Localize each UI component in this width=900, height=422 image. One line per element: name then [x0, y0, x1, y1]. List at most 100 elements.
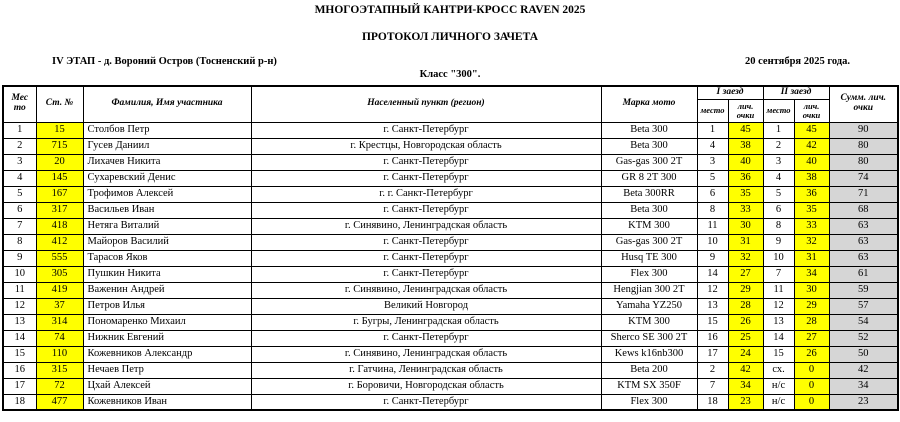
cell-r1_place: 6 [696, 185, 729, 203]
cell-region: г. Боровичи, Новгородская область [250, 377, 602, 395]
table-row: 10 305 Пушкин Никита г. Санкт-Петербург Flex… [2, 265, 899, 283]
cell-region: г. Синявино, Ленинградская область [250, 217, 602, 235]
cell-name: Гусев Даниил [82, 137, 252, 155]
table-body: 1 15 Столбов Петр г. Санкт-Петербург Beta 30… [2, 121, 899, 411]
cell-name: Цхай Алексей [82, 377, 252, 395]
cell-name: Нижник Евгений [82, 329, 252, 347]
cell-r2_pts: 28 [793, 313, 830, 331]
cell-r1_place: 15 [696, 313, 729, 331]
cell-r2_place: н/с [762, 377, 795, 395]
cell-r1_pts: 34 [727, 377, 764, 395]
cell-r1_pts: 32 [727, 249, 764, 267]
cell-name: Лихачев Никита [82, 153, 252, 171]
page-subtitle: ПРОТОКОЛ ЛИЧНОГО ЗАЧЕТА [361, 31, 538, 43]
cell-bike: Beta 300 [600, 137, 698, 155]
cell-r1_place: 12 [696, 281, 729, 299]
cell-place: 12 [2, 297, 37, 315]
cell-bike: Gas-gas 300 2T [600, 233, 698, 251]
cell-region: г. Санкт-Петербург [250, 329, 602, 347]
cell-place: 13 [2, 313, 37, 331]
cell-total: 42 [828, 361, 899, 379]
cell-total: 34 [828, 377, 899, 395]
cell-region: г. Санкт-Петербург [250, 265, 602, 283]
cell-region: г. Санкт-Петербург [250, 169, 602, 187]
cell-r2_place: 12 [762, 297, 795, 315]
cell-r1_place: 14 [696, 265, 729, 283]
results-table: Мес то Ст. № Фамилия, Имя участника Насе… [2, 85, 900, 411]
table-row: 16 315 Нечаев Петр г. Гатчина, Ленинградска… [2, 361, 899, 379]
cell-place: 2 [2, 137, 37, 155]
cell-r1_place: 4 [696, 137, 729, 155]
col-header-number: Ст. № [35, 85, 84, 123]
cell-r2_pts: 40 [793, 153, 830, 171]
cell-r2_pts: 31 [793, 249, 830, 267]
table-row: 11 419 Важенин Андрей г. Синявино, Ленингра… [2, 281, 899, 299]
cell-bike: Flex 300 [600, 393, 698, 411]
table-row: 15 110 Кожевников Александр г. Синявино, Ле… [2, 345, 899, 363]
table-row: 9 555 Тарасов Яков г. Санкт-Петербург Husq T… [2, 249, 899, 267]
cell-total: 68 [828, 201, 899, 219]
cell-r1_pts: 35 [727, 185, 764, 203]
cell-place: 14 [2, 329, 37, 347]
table-row: 18 477 Кожевников Иван г. Санкт-Петербург Fl… [2, 393, 899, 411]
cell-r1_place: 5 [696, 169, 729, 187]
cell-region: г. Санкт-Петербург [250, 393, 602, 411]
cell-r2_pts: 45 [793, 121, 830, 139]
cell-total: 50 [828, 345, 899, 363]
cell-place: 7 [2, 217, 37, 235]
cell-number: 15 [35, 121, 84, 139]
cell-r1_place: 1 [696, 121, 729, 139]
cell-name: Майоров Василий [82, 233, 252, 251]
cell-total: 63 [828, 249, 899, 267]
cell-r2_pts: 0 [793, 377, 830, 395]
cell-r1_place: 17 [696, 345, 729, 363]
cell-r2_pts: 33 [793, 217, 830, 235]
cell-total: 59 [828, 281, 899, 299]
cell-r2_place: 15 [762, 345, 795, 363]
cell-region: г. г. Санкт-Петербург [250, 185, 602, 203]
cell-bike: Sherco SE 300 2T [600, 329, 698, 347]
table-row: 14 74 Нижник Евгений г. Санкт-Петербург Sher… [2, 329, 899, 347]
cell-r2_pts: 27 [793, 329, 830, 347]
table-row: 2 715 Гусев Даниил г. Крестцы, Новгородская… [2, 137, 899, 155]
cell-name: Васильев Иван [82, 201, 252, 219]
cell-name: Пушкин Никита [82, 265, 252, 283]
date-label: 20 сентября 2025 года. [745, 56, 850, 67]
col-header-race2: II заезд [762, 85, 830, 100]
cell-bike: Husq TE 300 [600, 249, 698, 267]
cell-r1_pts: 28 [727, 297, 764, 315]
cell-region: г. Санкт-Петербург [250, 201, 602, 219]
cell-place: 10 [2, 265, 37, 283]
cell-r1_pts: 27 [727, 265, 764, 283]
cell-r2_place: н/с [762, 393, 795, 411]
cell-r1_place: 3 [696, 153, 729, 171]
cell-r2_place: 9 [762, 233, 795, 251]
cell-total: 80 [828, 137, 899, 155]
cell-total: 71 [828, 185, 899, 203]
cell-bike: Beta 300 [600, 201, 698, 219]
cell-total: 63 [828, 233, 899, 251]
cell-r2_place: 5 [762, 185, 795, 203]
cell-r2_pts: 32 [793, 233, 830, 251]
col-header-total: Сумм. лич. очки [828, 85, 899, 123]
class-label: Класс "300". [419, 69, 481, 80]
cell-r1_pts: 23 [727, 393, 764, 411]
cell-number: 315 [35, 361, 84, 379]
cell-r1_pts: 24 [727, 345, 764, 363]
cell-r1_place: 7 [696, 377, 729, 395]
cell-number: 145 [35, 169, 84, 187]
cell-r1_pts: 40 [727, 153, 764, 171]
cell-r2_pts: 0 [793, 361, 830, 379]
cell-total: 90 [828, 121, 899, 139]
cell-r1_pts: 25 [727, 329, 764, 347]
cell-number: 74 [35, 329, 84, 347]
cell-r1_place: 11 [696, 217, 729, 235]
cell-name: Нетяга Виталий [82, 217, 252, 235]
cell-r1_pts: 42 [727, 361, 764, 379]
cell-number: 314 [35, 313, 84, 331]
cell-r2_place: 3 [762, 153, 795, 171]
cell-r1_place: 8 [696, 201, 729, 219]
cell-number: 418 [35, 217, 84, 235]
cell-place: 3 [2, 153, 37, 171]
cell-number: 555 [35, 249, 84, 267]
